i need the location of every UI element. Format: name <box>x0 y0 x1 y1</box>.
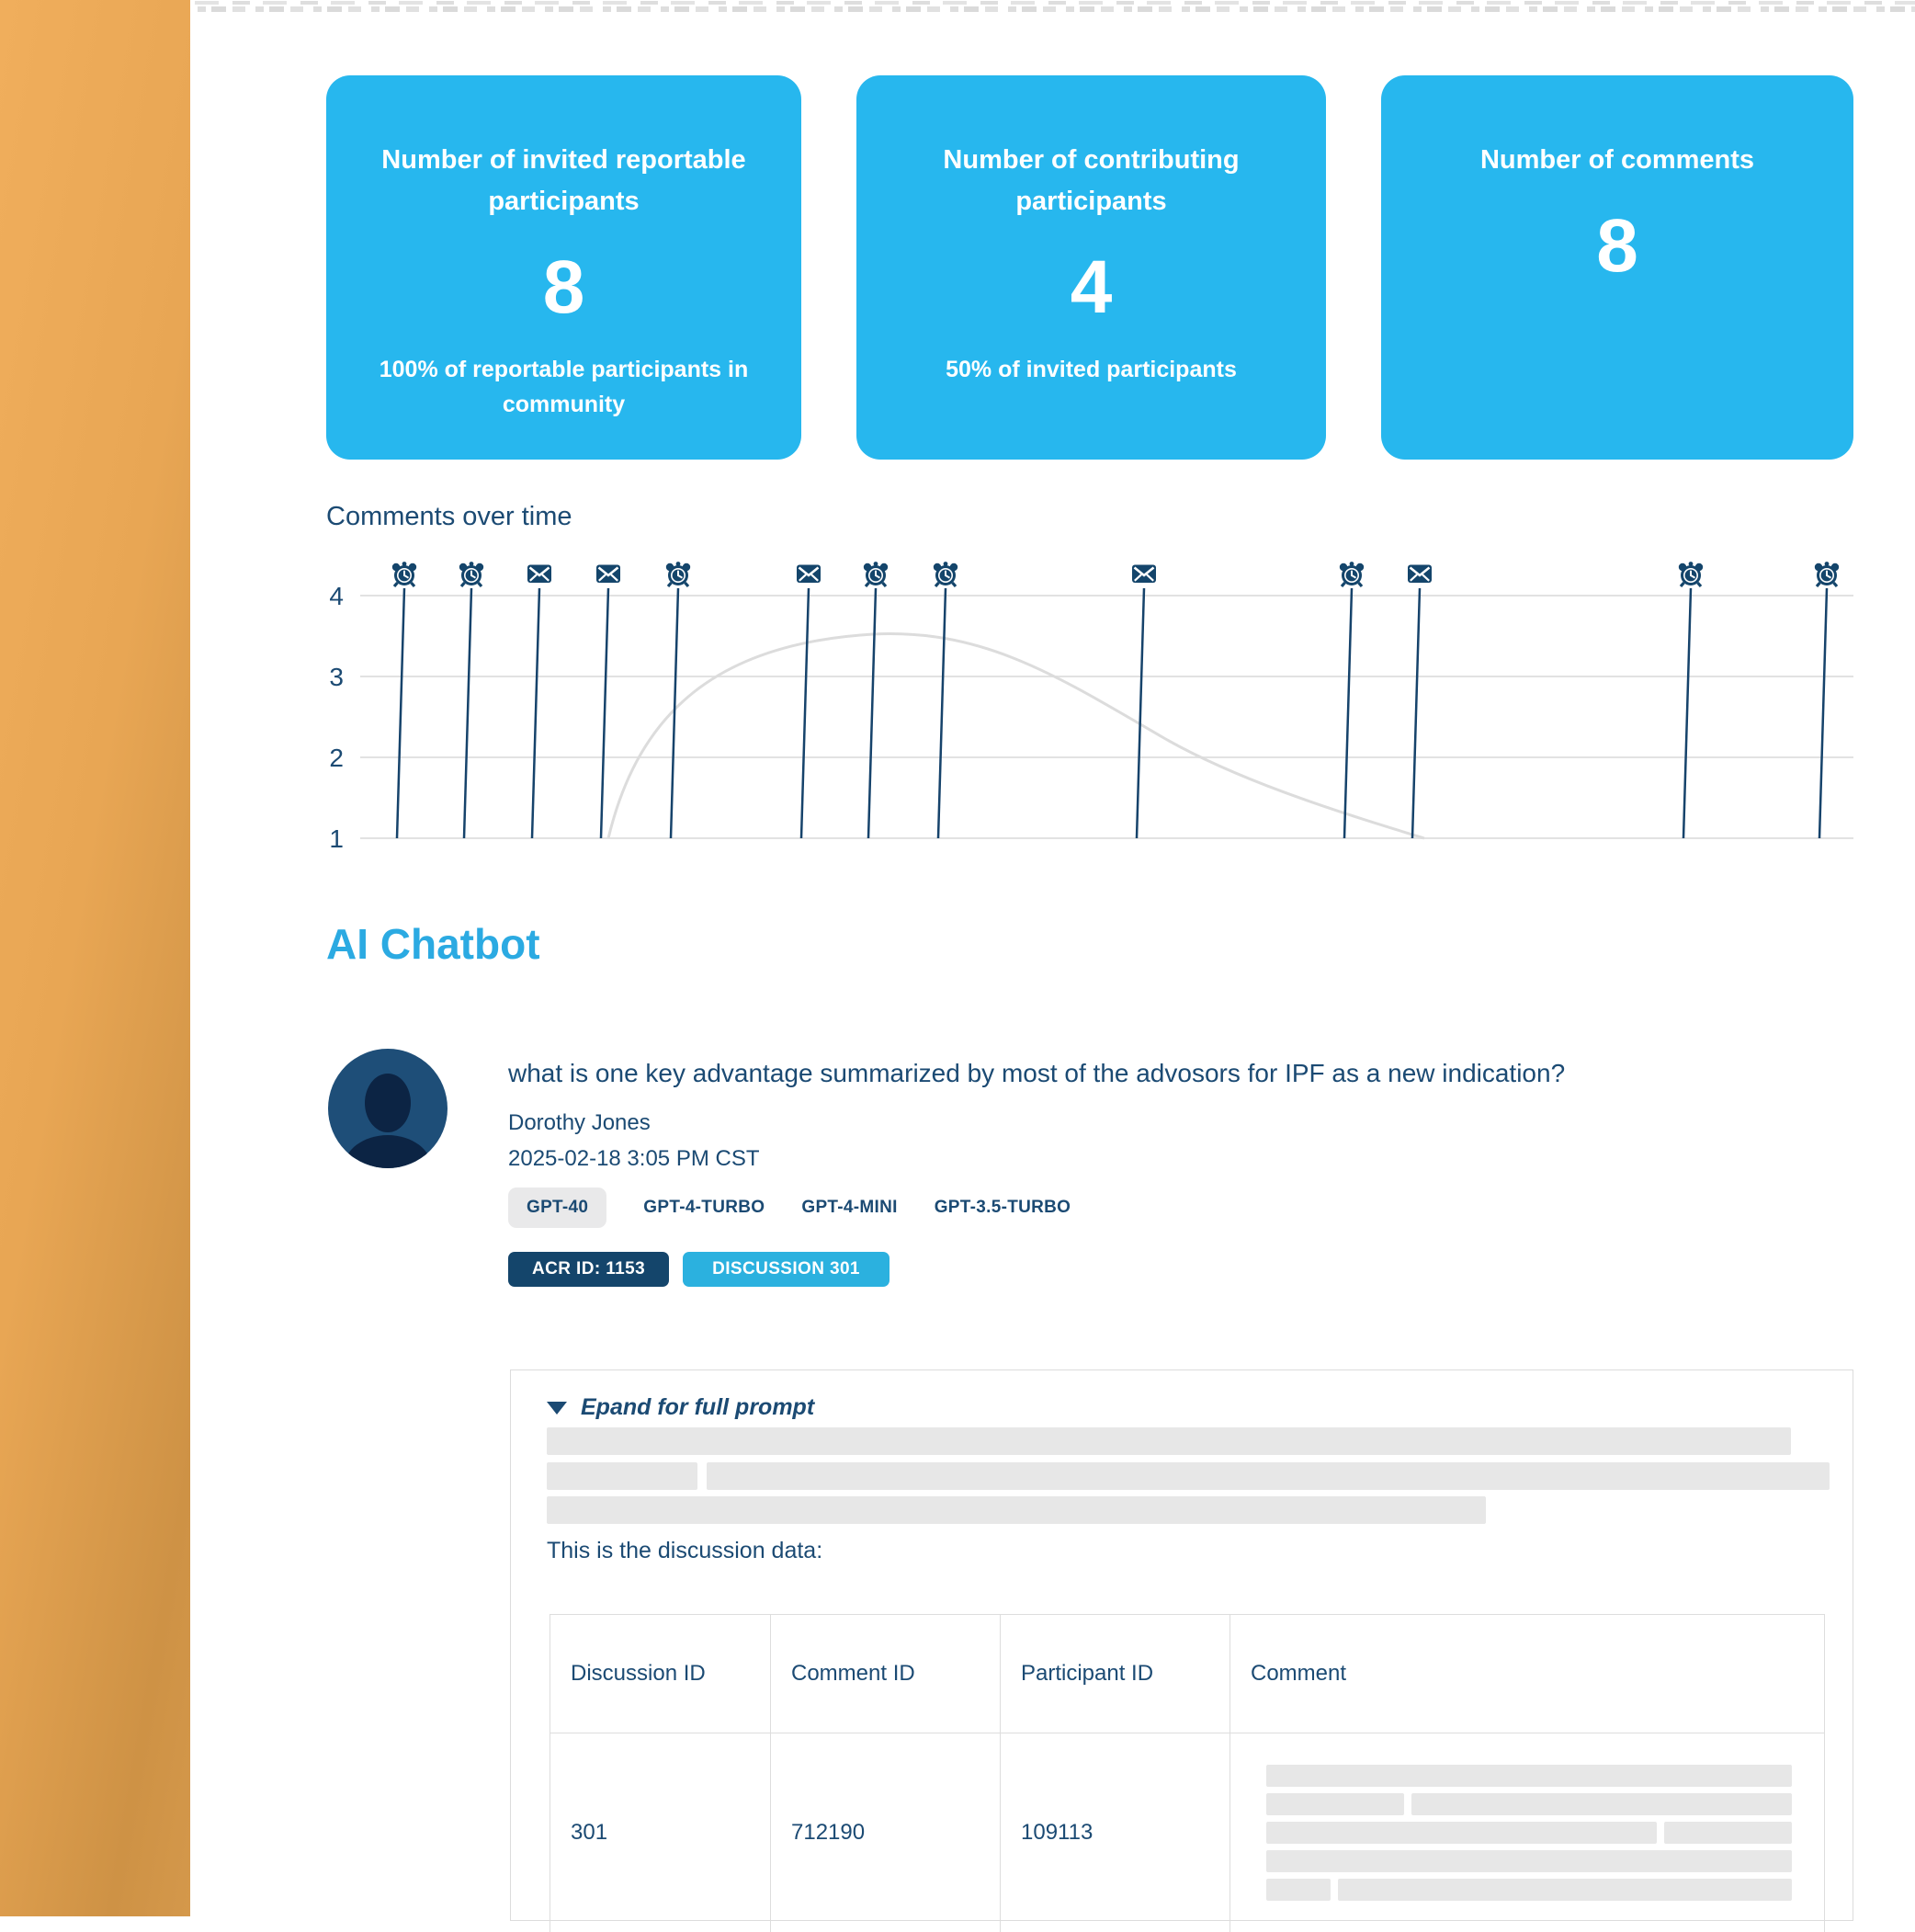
chart-title: Comments over time <box>326 502 572 531</box>
alarm-clock-icon <box>932 560 959 588</box>
chart-trend-curve <box>606 632 1425 840</box>
stat-card-subtitle: 50% of invited participants <box>946 357 1237 383</box>
acr-id-badge: ACR ID: 1153 <box>508 1252 670 1287</box>
stat-card-contributing-participants: Number of contributing participants 4 50… <box>856 75 1326 460</box>
chevron-down-icon <box>547 1401 567 1415</box>
stat-cards: Number of invited reportable participant… <box>326 75 1853 460</box>
alarm-clock-icon <box>1338 560 1365 588</box>
expand-prompt-toggle[interactable]: Epand for full prompt <box>547 1394 814 1421</box>
cell-discussion-id: 301 <box>550 1733 771 1932</box>
expand-prompt-label: Epand for full prompt <box>581 1394 815 1420</box>
clipped-text-fragment <box>198 6 1915 12</box>
envelope-icon <box>795 563 822 585</box>
discussion-table: Discussion ID Comment ID Participant ID … <box>550 1614 1825 1932</box>
comments-over-time-chart: 4 3 2 1 <box>329 560 1853 853</box>
header-discussion-id: Discussion ID <box>550 1615 771 1733</box>
stat-card-value: 8 <box>1596 203 1638 288</box>
stat-card-subtitle: 100% of reportable participants in commu… <box>379 357 749 417</box>
avatar-shoulders <box>344 1135 432 1168</box>
chart-event-markers <box>391 560 1841 839</box>
chat-timestamp: 2025-02-18 3:05 PM CST <box>508 1146 760 1171</box>
y-axis-tick-label: 1 <box>329 824 344 853</box>
header-participant-id: Participant ID <box>1001 1615 1230 1733</box>
chart-gridlines: 4 3 2 1 <box>329 582 1853 853</box>
clipped-text-fragment <box>195 1 1915 5</box>
redacted-prompt-line <box>547 1462 697 1490</box>
stat-card-comments: Number of comments 8 <box>1381 75 1853 460</box>
chat-question-text: what is one key advantage summarized by … <box>508 1059 1566 1087</box>
table-header-row: Discussion ID Comment ID Participant ID … <box>550 1615 1824 1733</box>
avatar-head <box>365 1074 411 1132</box>
redacted-prompt-line <box>547 1427 1791 1455</box>
stat-card-invited-participants: Number of invited reportable participant… <box>326 75 801 460</box>
stat-card-value: 8 <box>542 244 585 329</box>
badges-row: ACR ID: 1153 DISCUSSION 301 <box>508 1252 890 1287</box>
y-axis-tick-label: 3 <box>329 663 344 691</box>
y-axis-tick-label: 4 <box>329 582 344 610</box>
discussion-badge: DISCUSSION 301 <box>683 1252 890 1287</box>
alarm-clock-icon <box>664 560 692 588</box>
left-orange-strip <box>0 0 190 1916</box>
model-tabs: GPT-40 GPT-4-TURBO GPT-4-MINI GPT-3.5-TU… <box>508 1188 1071 1228</box>
stat-card-title: Number of contributing participants <box>943 145 1240 216</box>
cell-comment-id: 712190 <box>771 1733 1001 1932</box>
tab-gpt-3-5-turbo[interactable]: GPT-3.5-TURBO <box>934 1198 1071 1217</box>
stat-card-title: Number of comments <box>1479 145 1755 175</box>
prompt-panel: Epand for full prompt This is the discus… <box>510 1369 1853 1932</box>
tab-gpt-40[interactable]: GPT-40 <box>508 1188 607 1228</box>
tab-gpt-4-turbo[interactable]: GPT-4-TURBO <box>643 1198 765 1217</box>
table-row: 301 712190 109113 <box>550 1733 1824 1932</box>
alarm-clock-icon <box>1677 560 1705 588</box>
stat-card-value: 4 <box>1070 244 1113 329</box>
envelope-icon <box>1130 563 1158 585</box>
alarm-clock-icon <box>458 560 485 588</box>
alarm-clock-icon <box>1813 560 1841 588</box>
redacted-comment-text <box>1266 1765 1792 1901</box>
alarm-clock-icon <box>862 560 890 588</box>
chat-author-name: Dorothy Jones <box>508 1110 651 1135</box>
envelope-icon <box>526 563 553 585</box>
envelope-icon <box>1406 563 1433 585</box>
redacted-prompt-line <box>707 1462 1830 1490</box>
ai-chatbot-heading: AI Chatbot <box>326 920 540 968</box>
alarm-clock-icon <box>391 560 418 588</box>
cell-participant-id: 109113 <box>1001 1733 1230 1932</box>
header-comment-id: Comment ID <box>771 1615 1001 1733</box>
redacted-prompt-line <box>547 1496 1486 1524</box>
tab-gpt-4-mini[interactable]: GPT-4-MINI <box>801 1198 898 1217</box>
cell-comment-redacted <box>1230 1733 1824 1932</box>
stat-card-title: Number of invited reportable participant… <box>381 145 746 216</box>
user-avatar <box>328 1049 448 1168</box>
envelope-icon <box>595 563 622 585</box>
header-comment: Comment <box>1230 1615 1824 1733</box>
discussion-data-intro: This is the discussion data: <box>547 1538 823 1563</box>
y-axis-tick-label: 2 <box>329 744 344 772</box>
clipped-top-text <box>195 0 1915 13</box>
